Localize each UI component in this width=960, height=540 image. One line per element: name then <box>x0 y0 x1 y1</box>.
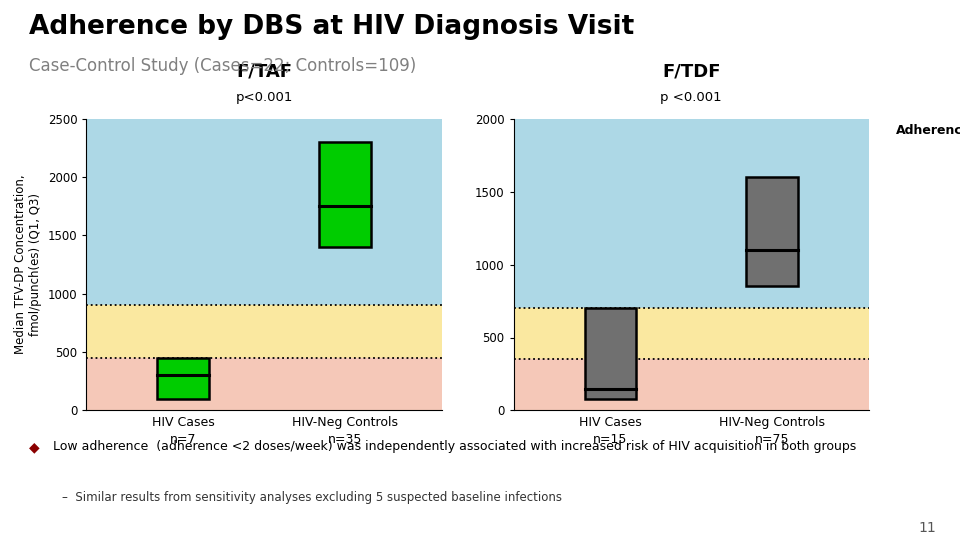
Bar <box>157 358 209 399</box>
Text: F/TAF: F/TAF <box>236 63 292 81</box>
Text: Low adherence  (adherence <2 doses/week) was independently associated with incre: Low adherence (adherence <2 doses/week) … <box>53 440 856 453</box>
Bar <box>746 177 798 286</box>
Bar <box>86 306 442 358</box>
Text: 2–3 doses/wk: 2–3 doses/wk <box>892 179 960 189</box>
Text: ≥4 doses/wk: ≥4 doses/wk <box>894 135 960 145</box>
Text: Adherence: Adherence <box>896 124 960 137</box>
Bar <box>514 308 869 360</box>
Text: <2 doses/wk: <2 doses/wk <box>894 224 960 233</box>
Bar <box>514 360 869 410</box>
Bar <box>86 119 442 306</box>
Text: ◆: ◆ <box>29 440 39 454</box>
Text: Adherence by DBS at HIV Diagnosis Visit: Adherence by DBS at HIV Diagnosis Visit <box>29 14 634 39</box>
Text: p<0.001: p<0.001 <box>235 91 293 104</box>
Y-axis label: Median TFV-DP Concentration,
fmol/punch(es) (Q1, Q3): Median TFV-DP Concentration, fmol/punch(… <box>14 175 42 354</box>
Text: –  Similar results from sensitivity analyses excluding 5 suspected baseline infe: – Similar results from sensitivity analy… <box>62 491 563 504</box>
Bar <box>86 358 442 410</box>
Text: F/TDF: F/TDF <box>662 63 720 81</box>
Text: p <0.001: p <0.001 <box>660 91 722 104</box>
Bar <box>319 142 371 247</box>
Bar <box>585 308 636 400</box>
Text: Case-Control Study (Cases=22; Controls=109): Case-Control Study (Cases=22; Controls=1… <box>29 57 416 75</box>
Bar <box>514 119 869 308</box>
Text: 11: 11 <box>919 521 936 535</box>
